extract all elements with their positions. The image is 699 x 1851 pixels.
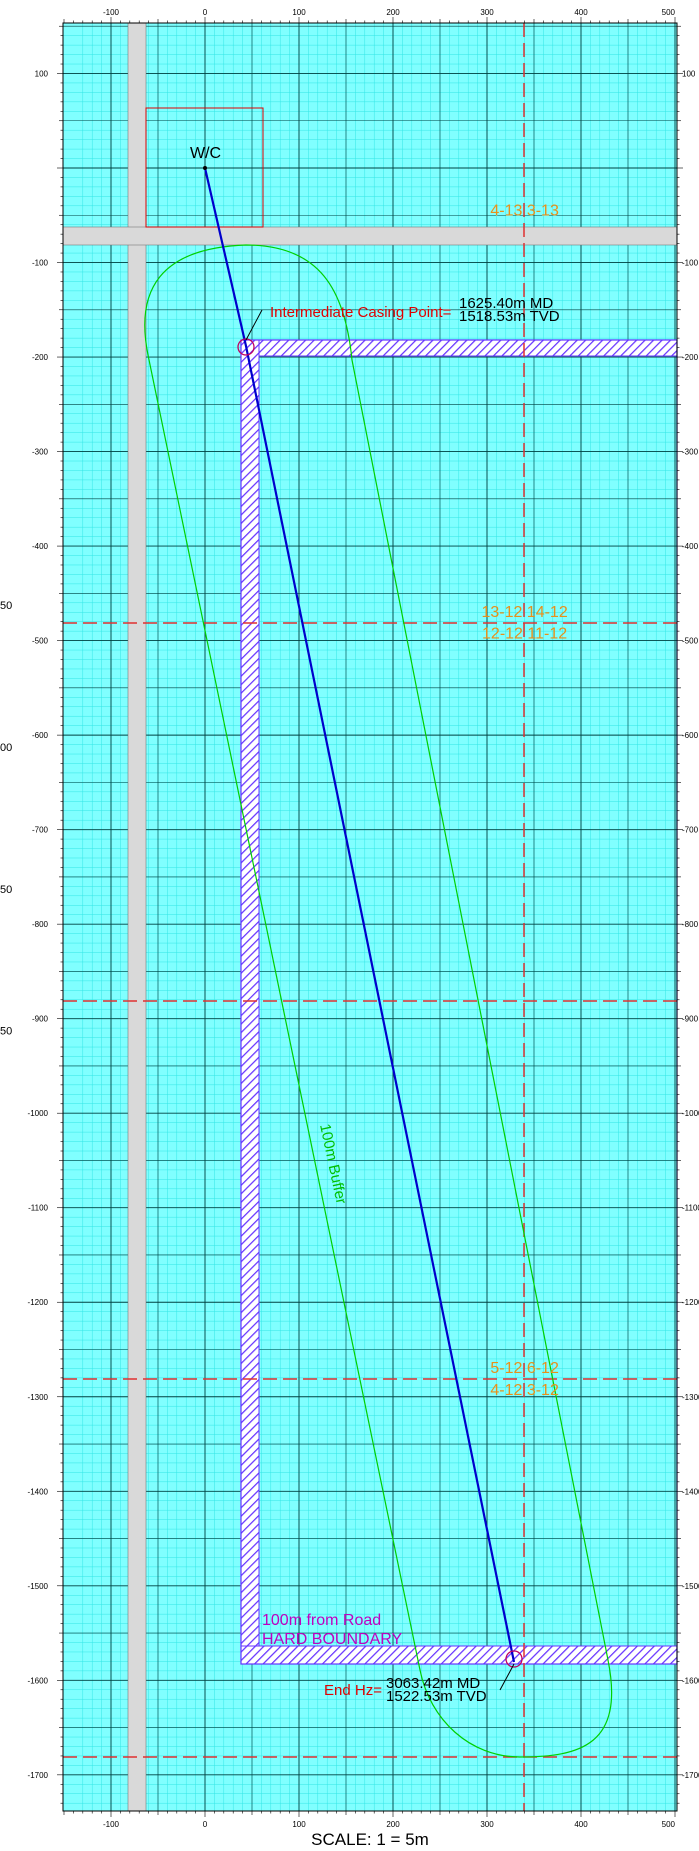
y-tick-label: -400 — [32, 542, 49, 551]
surface-lease-box — [145, 107, 264, 228]
left-edge-label: 50 — [0, 1026, 12, 1038]
y-tick-label: -700 — [682, 826, 699, 835]
y-tick-label: -300 — [32, 448, 49, 457]
y-tick-label: -100 — [32, 259, 49, 268]
scale-label: SCALE: 1 = 5m — [311, 1830, 429, 1849]
y-tick-label: -1100 — [682, 1204, 699, 1213]
y-tick-label: -1700 — [28, 1771, 49, 1780]
left-edge-label: 00 — [0, 742, 12, 754]
y-tick-label: -700 — [32, 826, 49, 835]
grid-background — [63, 23, 677, 1811]
y-tick-label: -100 — [682, 259, 699, 268]
hard-boundary-bottom-hatch — [240, 1645, 678, 1665]
y-tick-label: -1300 — [682, 1393, 699, 1402]
intermediate-casing-tvd: 1518.53m TVD — [459, 308, 560, 325]
y-tick-label: 100 — [35, 69, 49, 78]
intermediate-leader — [245, 309, 263, 341]
y-tick-label: -1400 — [682, 1487, 699, 1496]
x-tick-label: -100 — [103, 8, 120, 17]
y-tick-label: -1500 — [682, 1582, 699, 1591]
y-tick-label: -1300 — [28, 1393, 49, 1402]
x-tick-label: 0 — [203, 1820, 208, 1829]
x-tick-label: 200 — [386, 1820, 400, 1829]
y-tick-label: -600 — [682, 731, 699, 740]
end-hz-md: 3063.42m MD — [386, 1675, 480, 1692]
end-leader — [499, 1663, 515, 1691]
section-lines — [63, 23, 677, 1811]
x-tick-label: 200 — [386, 8, 400, 17]
y-tick-label: -600 — [32, 731, 49, 740]
lsd-label: 13-12 14-12 — [481, 604, 567, 621]
x-tick-label: 100 — [292, 8, 306, 17]
lsd-label: 4-13 3-13 — [490, 202, 559, 219]
y-tick-label: -200 — [32, 353, 49, 362]
lsd-label: 4-12 3-12 — [490, 1382, 559, 1399]
y-tick-label: -1200 — [682, 1298, 699, 1307]
hard-boundary-label-2: HARD BOUNDARY — [262, 1631, 403, 1648]
hard-boundary-label-1: 100m from Road — [262, 1612, 381, 1629]
axes: -100-10000100100200200300300400400500500… — [0, 8, 699, 1829]
x-tick-label: 400 — [574, 8, 588, 17]
y-tick-label: -1600 — [682, 1676, 699, 1685]
y-tick-label: -300 — [682, 448, 699, 457]
y-tick-label: -1000 — [28, 1109, 49, 1118]
y-tick-label: -1000 — [682, 1109, 699, 1118]
buffer-outline — [144, 244, 613, 1758]
plot-frame — [62, 22, 678, 1812]
y-tick-label: -1100 — [28, 1204, 48, 1213]
y-tick-label: 100 — [682, 69, 696, 78]
well-path — [203, 167, 516, 1663]
wellhead-marker — [203, 166, 207, 170]
road-horizontal — [62, 226, 678, 246]
y-tick-label: -800 — [32, 920, 49, 929]
y-tick-label: -1600 — [28, 1676, 49, 1685]
y-tick-label: -1700 — [682, 1771, 699, 1780]
intermediate-casing-label: Intermediate Casing Point= — [270, 304, 452, 321]
lsd-label: 12-12 11-12 — [482, 626, 567, 643]
x-tick-label: 300 — [480, 1820, 494, 1829]
y-tick-label: -1400 — [28, 1487, 49, 1496]
y-tick-label: -1500 — [28, 1582, 49, 1591]
end-hz-tvd: 1522.53m TVD — [386, 1688, 487, 1705]
hard-boundary-left-hatch — [240, 339, 260, 1665]
road-vertical — [127, 22, 147, 1812]
wellhead-label: W/C — [190, 145, 221, 162]
y-tick-label: -900 — [682, 1015, 699, 1024]
end-hz-label: End Hz= — [324, 1682, 382, 1699]
y-tick-label: -500 — [682, 637, 699, 646]
x-tick-label: 300 — [480, 8, 494, 17]
hard-boundary-top-hatch — [240, 339, 678, 357]
plot-area: 4-13 3-13 13-12 14-12 12-12 11-12 5-12 6-12… — [62, 22, 678, 1812]
x-tick-label: 500 — [662, 8, 676, 17]
x-tick-label: 500 — [662, 1820, 676, 1829]
lsd-label: 5-12 6-12 — [490, 1360, 559, 1377]
y-tick-label: -200 — [682, 353, 699, 362]
end-hz-marker — [505, 1650, 523, 1668]
x-tick-label: 100 — [292, 1820, 306, 1829]
y-tick-label: -800 — [682, 920, 699, 929]
x-tick-label: 0 — [203, 8, 208, 17]
y-tick-label: -500 — [32, 637, 49, 646]
left-edge-label: 50 — [0, 884, 12, 896]
x-tick-label: -100 — [103, 1820, 120, 1829]
y-tick-label: -400 — [682, 542, 699, 551]
left-edge-label: 50 — [0, 600, 12, 612]
lsd-labels: 4-13 3-13 13-12 14-12 12-12 11-12 5-12 6-12… — [481, 202, 567, 1399]
intermediate-casing-md: 1625.40m MD — [459, 295, 553, 312]
y-tick-label: -1200 — [28, 1298, 49, 1307]
x-tick-label: 400 — [574, 1820, 588, 1829]
y-tick-label: -900 — [32, 1015, 49, 1024]
